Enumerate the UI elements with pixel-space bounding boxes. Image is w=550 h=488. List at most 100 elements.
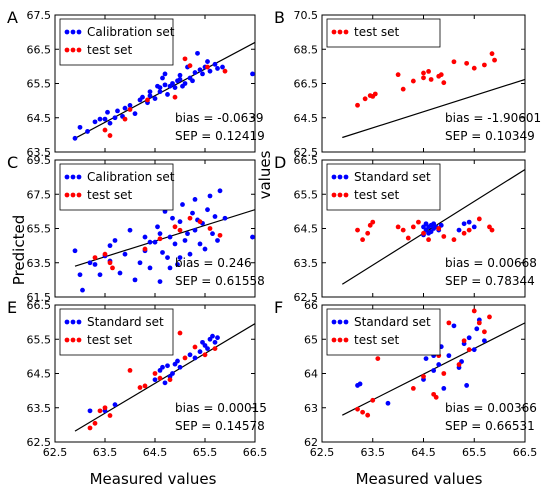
- data-point: [162, 71, 168, 77]
- data-point: [217, 232, 223, 238]
- legend-marker: [343, 337, 349, 343]
- data-point: [112, 115, 118, 121]
- data-point: [197, 241, 203, 247]
- panel-letter: B: [274, 8, 285, 27]
- series-blue: [87, 333, 220, 414]
- data-point: [370, 219, 376, 225]
- data-point: [395, 72, 401, 78]
- x-tick-label: 66.5: [243, 446, 268, 459]
- data-point: [446, 320, 452, 326]
- data-point: [464, 60, 470, 66]
- data-point: [157, 89, 163, 95]
- data-point: [423, 221, 429, 227]
- data-point: [157, 236, 163, 242]
- series-red: [92, 215, 223, 271]
- data-point: [122, 105, 128, 111]
- y-tick-label: 64: [304, 368, 318, 381]
- legend-label: test set: [354, 25, 399, 39]
- data-point: [451, 237, 457, 243]
- data-point: [205, 64, 210, 70]
- data-point: [365, 230, 371, 236]
- data-point: [187, 215, 193, 221]
- data-point: [127, 367, 133, 373]
- data-point: [177, 76, 183, 82]
- y-tick-label: 63: [304, 402, 318, 415]
- y-tick-label: 65.5: [294, 188, 319, 201]
- data-point: [72, 135, 78, 141]
- panel-e: 62.5 63.5 64.5 65.5 66.5 62.5 63.5 64.5 65.5 66.5…: [7, 298, 267, 459]
- legend-marker: [337, 337, 343, 343]
- data-point: [202, 352, 208, 358]
- legend-frame: [59, 163, 174, 211]
- data-point: [137, 260, 143, 266]
- data-point: [207, 226, 213, 231]
- data-point: [87, 260, 93, 266]
- data-point: [466, 335, 472, 341]
- data-point: [142, 246, 148, 252]
- legend-marker: [76, 47, 82, 53]
- data-point: [137, 385, 143, 390]
- annotation-text: SEP = 0.10349: [445, 129, 535, 143]
- data-point: [167, 265, 173, 271]
- x-tick-label: 63.5: [93, 446, 118, 459]
- data-point: [421, 75, 426, 81]
- data-point: [441, 385, 447, 391]
- y-tick-label: 64.5: [294, 223, 319, 236]
- legend: Calibration set test set: [59, 163, 175, 211]
- data-point: [482, 329, 487, 335]
- data-point: [142, 383, 148, 389]
- data-point: [142, 234, 148, 240]
- data-point: [400, 227, 406, 233]
- annotation-text: SEP = 0.14578: [175, 419, 265, 433]
- data-point: [197, 349, 203, 355]
- y-tick-label: 65.5: [27, 223, 52, 236]
- data-point: [476, 216, 482, 222]
- legend: Standard set test set: [59, 308, 174, 356]
- data-point: [187, 352, 193, 358]
- data-point: [177, 255, 183, 261]
- legend-marker: [64, 319, 70, 325]
- data-point: [250, 234, 255, 240]
- data-point: [190, 78, 195, 84]
- y-tick-label: 64.5: [27, 368, 52, 381]
- data-point: [170, 371, 175, 376]
- panel-letter: D: [274, 153, 286, 172]
- data-point: [92, 119, 98, 125]
- data-point: [395, 224, 401, 230]
- data-point: [147, 265, 153, 271]
- y-tick-label: 66.5: [27, 43, 52, 56]
- data-point: [175, 358, 180, 364]
- y-tick-label: 68.5: [294, 43, 319, 56]
- data-point: [182, 81, 188, 86]
- legend-label: test set: [87, 333, 132, 347]
- data-point: [400, 86, 406, 92]
- data-point: [112, 402, 118, 408]
- panel-letter: E: [7, 298, 17, 317]
- y-tick-label: 62.5: [294, 146, 319, 159]
- data-point: [122, 251, 128, 257]
- annotation-text: SEP = 0.12419: [175, 129, 265, 143]
- data-point: [426, 237, 431, 243]
- data-point: [97, 116, 103, 122]
- data-point: [215, 66, 220, 71]
- data-point: [428, 77, 434, 82]
- data-point: [210, 231, 215, 237]
- data-point: [127, 107, 133, 112]
- x-tick-label: 66.5: [513, 446, 538, 459]
- legend-marker: [343, 174, 349, 180]
- data-point: [147, 239, 153, 245]
- series-red: [102, 56, 228, 138]
- panels-group: 63.5 64.5 65.5 66.5 67.5 Calibration set test …: [7, 8, 541, 459]
- data-point: [451, 323, 457, 329]
- data-point: [431, 368, 437, 373]
- annotation-text: SEP = 0.78344: [445, 274, 535, 288]
- data-point: [152, 96, 158, 101]
- data-point: [466, 227, 472, 233]
- data-point: [187, 63, 193, 69]
- x-tick-label: 62.5: [43, 446, 68, 459]
- data-point: [160, 75, 165, 81]
- series-blue: [72, 188, 255, 293]
- data-point: [147, 93, 153, 99]
- legend-label: Calibration set: [87, 170, 175, 184]
- data-point: [446, 353, 452, 359]
